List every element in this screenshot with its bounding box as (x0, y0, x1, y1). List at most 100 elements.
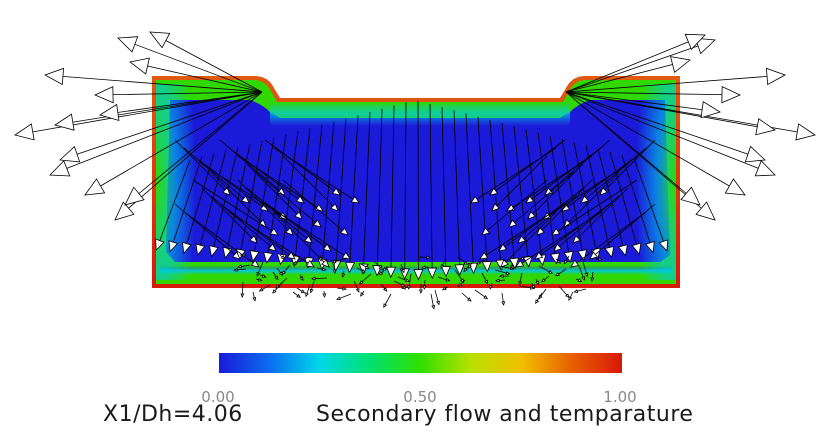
vector-head (360, 292, 365, 297)
vector-head (309, 288, 314, 294)
vector-shaft (321, 121, 335, 270)
vector-head (14, 123, 35, 141)
vector-head (54, 113, 75, 131)
vector-shaft (264, 203, 351, 260)
vector-head (364, 265, 370, 270)
vector-shaft (549, 135, 571, 263)
vector-head (181, 241, 192, 255)
vector-shaft (44, 74, 263, 93)
vector-shaft (49, 91, 263, 176)
vector-shaft (565, 91, 776, 176)
vector-head (795, 123, 816, 141)
vector-shaft (491, 155, 548, 212)
vector-shaft (565, 91, 746, 196)
vector-head (312, 219, 322, 228)
vector-shaft (536, 179, 593, 236)
vector-head (555, 272, 560, 277)
vector-head (426, 267, 438, 279)
vector-shaft (362, 111, 371, 275)
vector-head (280, 255, 286, 260)
vector-shaft (565, 91, 721, 113)
vector-head (755, 118, 776, 136)
vector-shaft (307, 124, 323, 268)
vector-head (510, 265, 515, 270)
vector-head (460, 278, 465, 284)
vector-head (527, 211, 536, 220)
vector-shaft (479, 203, 566, 260)
vector-shaft (246, 163, 303, 220)
vector-head (694, 37, 716, 55)
vector-head (296, 293, 301, 299)
vector-head (258, 219, 267, 228)
vector-head (413, 269, 424, 281)
vector-head (258, 287, 264, 292)
vector-head (249, 235, 258, 244)
vector-head (355, 288, 360, 293)
vector-shaft (84, 91, 263, 196)
vector-shaft (224, 143, 251, 259)
vector-head (598, 257, 603, 262)
vector-shaft (124, 91, 263, 206)
vector-head (463, 260, 469, 265)
vector-head (580, 195, 590, 204)
vector-head (519, 255, 525, 260)
vector-head (257, 277, 263, 282)
vector-head (285, 227, 294, 236)
vector-shaft (508, 171, 575, 228)
vector-head (59, 145, 81, 163)
vector-shaft (390, 105, 395, 278)
vector-shaft (149, 31, 263, 93)
vector-head (300, 289, 306, 294)
top-warm-band (270, 102, 570, 126)
vector-head (426, 255, 431, 260)
vector-head (242, 253, 247, 257)
vector-head (341, 273, 346, 278)
vector-head (563, 219, 572, 228)
vector-shaft (155, 159, 191, 251)
vector-head (617, 244, 628, 257)
vector-head (454, 264, 465, 276)
vector-head (276, 187, 286, 196)
vector-shaft (537, 132, 557, 264)
vector-head (330, 203, 339, 212)
vector-shaft (201, 187, 258, 244)
vector-shaft (264, 139, 341, 196)
vector-head (350, 195, 360, 204)
vector-shaft (219, 203, 296, 260)
vector-head (263, 251, 274, 264)
vector-head (565, 293, 570, 299)
vector-head (489, 187, 499, 196)
vector-shaft (551, 179, 638, 236)
vector-head (531, 284, 535, 290)
vector-shaft (565, 91, 776, 131)
vector-head (84, 178, 106, 196)
vector-shaft (565, 74, 786, 93)
vector-head (765, 67, 786, 86)
vector-shaft (174, 139, 231, 196)
vector-head (680, 186, 701, 206)
vector-head (534, 251, 544, 260)
vector-head (501, 301, 506, 306)
station-label: X1/Dh=4.06 (103, 402, 243, 427)
vector-shaft (477, 116, 488, 272)
vector-head (548, 269, 553, 274)
vector-head (114, 201, 135, 221)
vector-head (303, 235, 313, 244)
vector-shaft (273, 147, 360, 204)
vector-shaft (266, 134, 287, 263)
vector-shaft (565, 39, 716, 93)
vector-shaft (453, 110, 461, 275)
vector-head (421, 265, 426, 270)
vector-head (536, 227, 545, 236)
vector-head (240, 195, 250, 204)
vector-head (556, 259, 562, 264)
vector-head (382, 266, 387, 271)
vector-shaft (565, 91, 766, 161)
vector-head (499, 274, 504, 279)
vector-head (563, 259, 568, 265)
vector-head (645, 240, 655, 254)
colorbar-tick-mid: 0.50 (403, 388, 437, 406)
vector-head (361, 268, 366, 273)
vector-head (124, 186, 145, 206)
